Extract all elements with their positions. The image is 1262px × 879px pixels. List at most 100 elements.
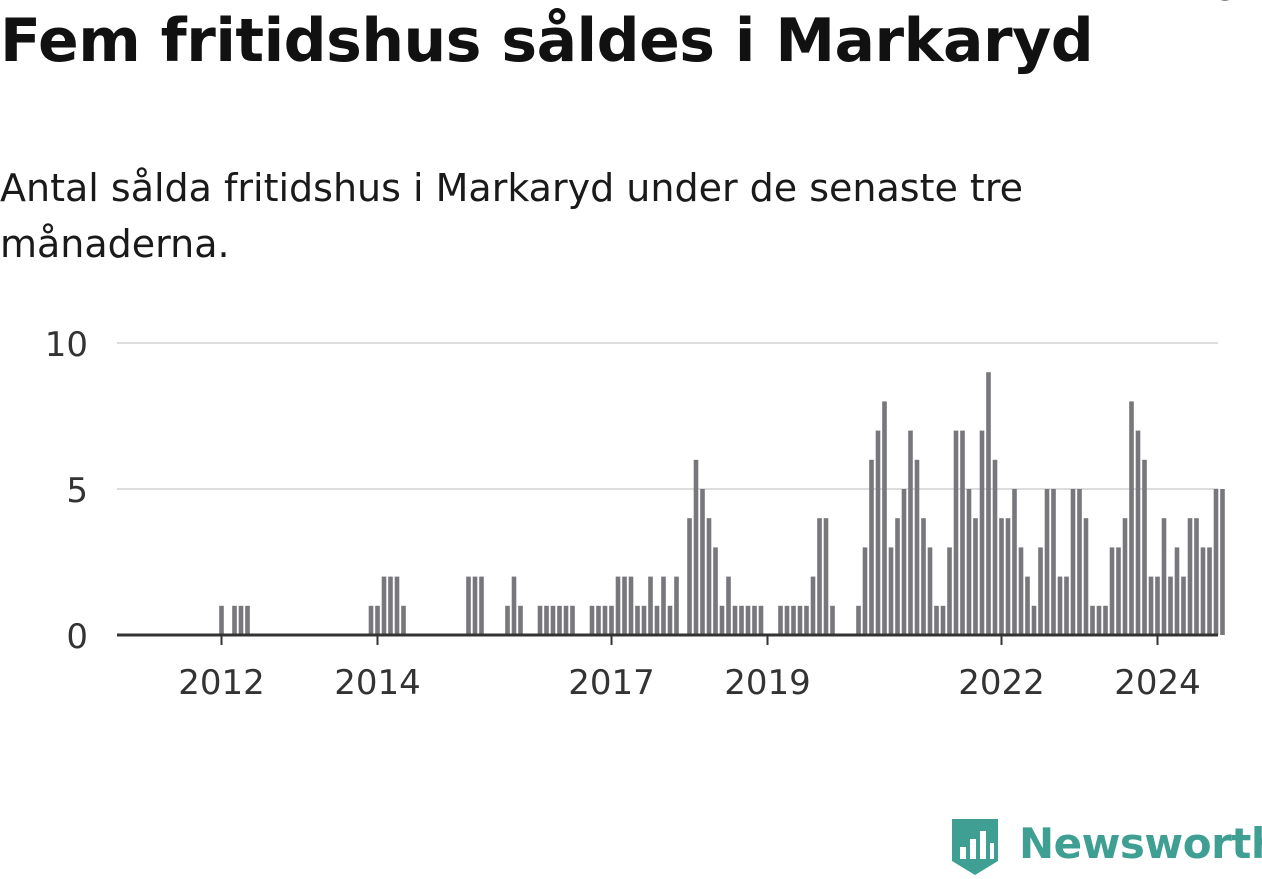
bar (1025, 576, 1030, 635)
bar (908, 430, 913, 635)
bar (986, 372, 991, 635)
bar (778, 605, 783, 635)
bar (927, 547, 933, 635)
bar (992, 459, 998, 635)
bar (979, 430, 985, 635)
bar (726, 576, 731, 635)
bar (947, 547, 952, 635)
bar (596, 605, 601, 635)
bar (1012, 489, 1017, 635)
bar (394, 576, 400, 635)
bar (654, 605, 660, 635)
bar (518, 605, 523, 635)
bar (1064, 576, 1069, 635)
bar (570, 605, 575, 635)
bar (609, 605, 614, 635)
bar (953, 430, 959, 635)
bar (687, 518, 692, 635)
x-tick-label: 2022 (958, 663, 1045, 703)
bar (401, 605, 406, 635)
bar (1057, 576, 1063, 635)
brand-name: Newsworthy (1019, 819, 1262, 868)
bar (882, 401, 887, 635)
bar (1187, 518, 1193, 635)
bar (940, 605, 946, 635)
bar (1129, 401, 1134, 635)
bar (791, 605, 796, 635)
bar (622, 576, 627, 635)
bar (817, 518, 822, 635)
bar (869, 459, 874, 635)
bar (713, 547, 718, 635)
bar (1103, 605, 1108, 635)
bar (563, 605, 569, 635)
bar (375, 605, 380, 635)
bar (388, 576, 393, 635)
bar (1109, 547, 1115, 635)
bar (856, 605, 861, 635)
bar (550, 605, 556, 635)
bar (661, 576, 666, 635)
labels: 0 5 10 2012 2014 2017 2019 2022 2024 5 (45, 0, 1238, 703)
bar (960, 430, 965, 635)
bar (648, 576, 653, 635)
bar (628, 576, 634, 635)
bar (1070, 489, 1076, 635)
bar (875, 430, 881, 635)
bar (706, 518, 712, 635)
bar (232, 605, 237, 635)
bar (1155, 576, 1160, 635)
bar (674, 576, 679, 635)
bar (700, 489, 705, 635)
newsworthy-logo: Newsworthy (950, 817, 1262, 877)
bar (635, 605, 640, 635)
bar (823, 518, 829, 635)
bar (1148, 576, 1154, 635)
bar (1096, 605, 1102, 635)
bar (1038, 547, 1043, 635)
x-tick-label: 2014 (334, 663, 421, 703)
y-tick-label: 0 (66, 617, 88, 657)
bar (862, 547, 868, 635)
bar (615, 576, 621, 635)
newsworthy-chart-logo-icon (952, 819, 998, 875)
chart-subtitle: Antal sålda fritidshus i Markaryd under … (0, 166, 1023, 266)
x-tick-label: 2024 (1114, 663, 1201, 703)
bar (934, 605, 939, 635)
bar (1018, 547, 1024, 635)
bar (505, 605, 510, 635)
bar (745, 605, 751, 635)
bar (1051, 489, 1056, 635)
bar (1161, 518, 1167, 635)
bar (804, 605, 809, 635)
grid-lines (117, 342, 1218, 490)
bar (784, 605, 790, 635)
bar (1220, 489, 1225, 635)
bar (511, 576, 517, 635)
bar (1044, 489, 1050, 635)
bar (752, 605, 757, 635)
bar (810, 576, 816, 635)
bar (693, 459, 699, 635)
bar (602, 605, 608, 635)
bar (466, 576, 471, 635)
x-tick-label: 2017 (568, 663, 655, 703)
bar (732, 605, 738, 635)
bar (914, 459, 920, 635)
bar (557, 605, 562, 635)
bar (1174, 547, 1180, 635)
bar (641, 605, 647, 635)
bar (381, 576, 387, 635)
bar (719, 605, 725, 635)
y-tick-label: 10 (45, 325, 88, 365)
bar (1194, 518, 1199, 635)
bar (1122, 518, 1128, 635)
bar (1031, 605, 1037, 635)
x-tick-label: 2012 (178, 663, 265, 703)
bar (544, 605, 549, 635)
data-label: 5 (1216, 0, 1238, 9)
bar (1083, 518, 1089, 635)
bar (479, 576, 484, 635)
bar (999, 518, 1004, 635)
